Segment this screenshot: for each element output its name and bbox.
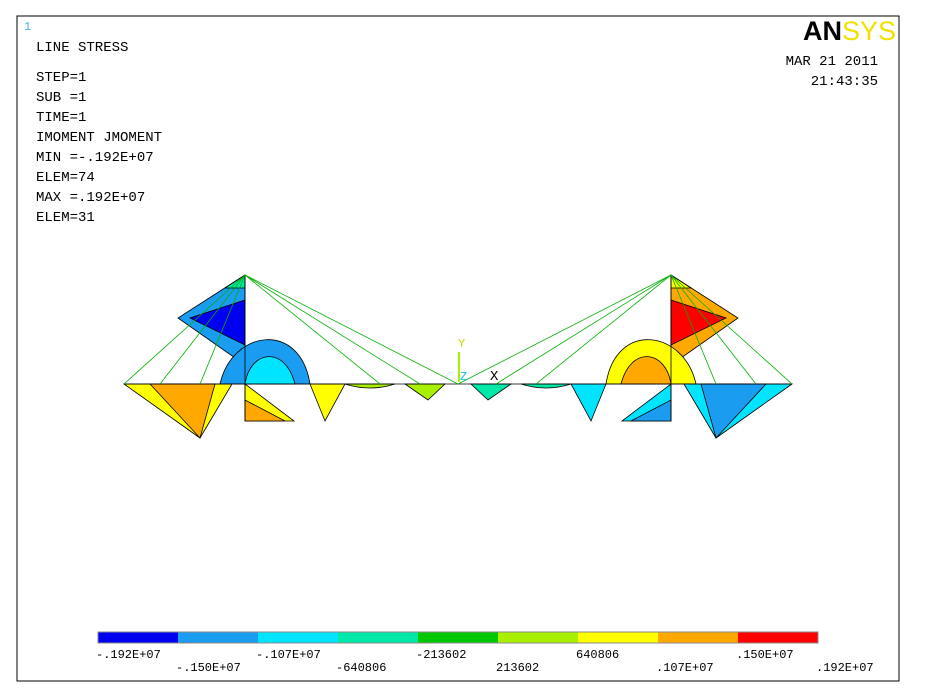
header-line: STEP=1 <box>36 70 86 86</box>
cables <box>123 274 793 385</box>
legend-label: -640806 <box>336 661 386 675</box>
logo-an: AN <box>803 16 842 46</box>
legend-label: 640806 <box>576 648 619 662</box>
legend-swatch <box>418 632 498 643</box>
legend-label: -.107E+07 <box>256 648 321 662</box>
legend-swatch <box>498 632 578 643</box>
header-line: ELEM=31 <box>36 210 95 226</box>
legend-swatch <box>178 632 258 643</box>
legend-swatch <box>578 632 658 643</box>
triad: Y Z X <box>458 337 499 385</box>
header-line: MAX =.192E+07 <box>36 190 145 206</box>
legend-swatch <box>98 632 178 643</box>
legend-label: .150E+07 <box>736 648 794 662</box>
legend-label: -.150E+07 <box>176 661 241 675</box>
window-number: 1 <box>24 20 31 34</box>
header-line: ELEM=74 <box>36 170 95 186</box>
legend-border <box>97 631 819 644</box>
legend-swatch <box>338 632 418 643</box>
legend-label: .192E+07 <box>816 661 874 675</box>
triad-x: X <box>490 369 499 385</box>
date: MAR 21 2011 <box>786 54 878 70</box>
legend-label: -.192E+07 <box>96 648 161 662</box>
plot-title: LINE STRESS <box>36 40 128 56</box>
legend-swatch <box>658 632 738 643</box>
legend-swatch <box>738 632 818 643</box>
header-line: IMOMENT JMOMENT <box>36 130 162 146</box>
legend-label: 213602 <box>496 661 539 675</box>
header-line: TIME=1 <box>36 110 86 126</box>
triad-z: Z <box>460 370 467 384</box>
model <box>122 274 794 439</box>
logo-sys: SYS <box>842 16 896 46</box>
header-lines: STEP=1 SUB =1 TIME=1 IMOMENT JMOMENT MIN =-.… <box>36 70 162 226</box>
logo: ANSYS <box>803 16 896 46</box>
legend-label: .107E+07 <box>656 661 714 675</box>
header-line: SUB =1 <box>36 90 86 106</box>
legend-swatch <box>258 632 338 643</box>
legend-label: -213602 <box>416 648 466 662</box>
triad-y: Y <box>458 337 465 351</box>
header-line: MIN =-.192E+07 <box>36 150 154 166</box>
time: 21:43:35 <box>811 74 878 90</box>
legend: -.192E+07 -.150E+07 -.107E+07 -640806 -21360… <box>96 631 874 675</box>
